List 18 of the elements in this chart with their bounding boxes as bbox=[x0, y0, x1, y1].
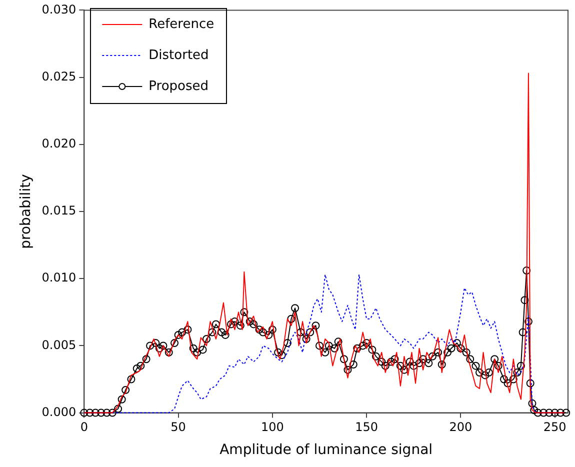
y-tick-label: 0.010 bbox=[42, 270, 76, 285]
x-tick-label: 50 bbox=[170, 420, 186, 434]
y-tick-label: 0.030 bbox=[42, 2, 76, 16]
y-tick-label: 0.020 bbox=[42, 136, 76, 151]
legend-label: Proposed bbox=[148, 78, 209, 94]
y-tick-label: 0.005 bbox=[42, 338, 76, 352]
x-tick-label: 200 bbox=[449, 420, 472, 434]
legend-label: Distorted bbox=[148, 48, 209, 63]
x-tick-label: 100 bbox=[260, 420, 284, 434]
y-tick-label: 0.025 bbox=[42, 69, 76, 84]
y-tick-label: 0.015 bbox=[42, 204, 76, 218]
x-tick-label: 250 bbox=[543, 420, 566, 434]
x-tick-label: 150 bbox=[355, 420, 378, 434]
x-tick-label: 0 bbox=[80, 420, 88, 434]
x-axis-title: Amplitude of luminance signal bbox=[220, 442, 433, 458]
y-axis-title: probability bbox=[18, 174, 34, 249]
y-tick-label: 0.000 bbox=[42, 404, 76, 419]
legend-label: Reference bbox=[148, 16, 214, 32]
